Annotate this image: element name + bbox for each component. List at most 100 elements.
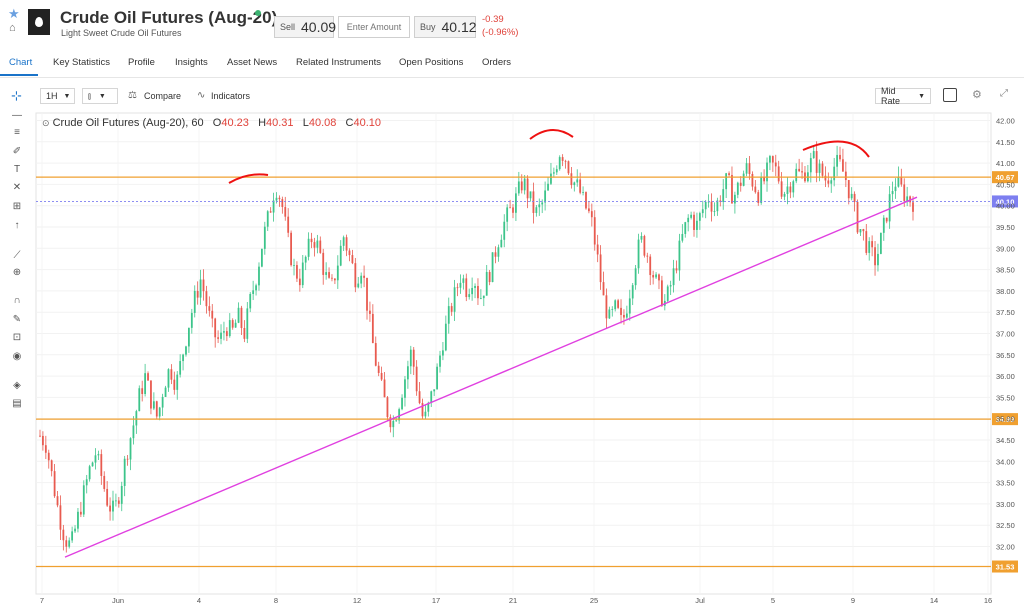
candle-body bbox=[809, 158, 812, 173]
candle-body bbox=[53, 471, 56, 497]
trash-icon[interactable]: ▤ bbox=[12, 398, 22, 409]
arrow-up-icon[interactable]: ↑ bbox=[14, 220, 20, 231]
candle-body bbox=[447, 306, 450, 324]
zoom-in-icon[interactable]: ⊕ bbox=[12, 267, 22, 278]
candle-body bbox=[377, 365, 380, 373]
indicators-icon: ∿ bbox=[197, 90, 206, 101]
candle-body bbox=[798, 168, 801, 172]
candle-body bbox=[243, 327, 246, 339]
lock-icon[interactable]: ⊡ bbox=[12, 332, 22, 343]
candle-body bbox=[509, 207, 511, 209]
settings-gear-icon[interactable]: ⚙ bbox=[972, 89, 982, 101]
market-open-dot bbox=[255, 10, 261, 16]
candle-body bbox=[853, 193, 856, 202]
candle-body bbox=[342, 237, 345, 246]
tab-open-positions[interactable]: Open Positions bbox=[399, 57, 464, 68]
brush-tool-icon[interactable]: ✐ bbox=[12, 146, 22, 157]
indicators-button[interactable]: Indicators bbox=[211, 91, 251, 101]
candle-body bbox=[439, 355, 441, 367]
candle-body bbox=[763, 176, 765, 182]
pencil-icon[interactable]: ✎ bbox=[12, 314, 22, 325]
candle-body bbox=[266, 211, 269, 227]
candle-body bbox=[561, 157, 564, 161]
y-tick-label: 41.50 bbox=[996, 138, 1015, 147]
tab-chart[interactable]: Chart bbox=[9, 57, 33, 68]
tab-related-instruments[interactable]: Related Instruments bbox=[296, 57, 382, 68]
magnet-icon[interactable]: ∩ bbox=[13, 295, 21, 306]
active-tab-indicator bbox=[0, 74, 38, 76]
amount-input[interactable] bbox=[338, 16, 410, 38]
x-tick-label: 8 bbox=[274, 596, 278, 605]
candle-body bbox=[710, 201, 713, 212]
line-tool-icon[interactable]: — bbox=[12, 110, 22, 121]
text-tool-icon[interactable]: T bbox=[13, 164, 21, 175]
candle-body bbox=[532, 191, 535, 213]
instrument-tabs: Chart Key Statistics Profile Insights As… bbox=[0, 53, 1024, 78]
candle-body bbox=[161, 396, 164, 408]
candle-body bbox=[675, 268, 678, 271]
rate-select[interactable]: Mid Rate ▼ bbox=[875, 86, 931, 106]
candle-body bbox=[144, 373, 147, 395]
candle-body bbox=[582, 192, 584, 193]
interval-select[interactable]: 1H ▼ bbox=[40, 88, 75, 104]
candle-body bbox=[354, 263, 357, 288]
candle-body bbox=[602, 282, 605, 296]
chart-type-select[interactable]: ⫾ ▼ bbox=[82, 88, 118, 104]
fib-tool-icon[interactable]: ⊞ bbox=[12, 201, 22, 212]
tab-insights[interactable]: Insights bbox=[175, 57, 208, 68]
x-tick-label: 14 bbox=[930, 596, 938, 605]
candle-body bbox=[284, 206, 287, 217]
x-tick-label: 16 bbox=[984, 596, 992, 605]
candle-body bbox=[725, 173, 728, 190]
candle-body bbox=[275, 197, 278, 201]
candle-body bbox=[491, 252, 494, 283]
buy-button[interactable]: Buy 40.12 bbox=[414, 16, 477, 38]
collapse-icon[interactable]: ⊙ bbox=[42, 118, 50, 128]
y-tick-label: 37.00 bbox=[996, 330, 1015, 339]
candle-body bbox=[336, 265, 339, 281]
candle-body bbox=[628, 298, 631, 314]
crosshair-icon[interactable]: ⊹ bbox=[11, 88, 22, 103]
candle-body bbox=[158, 407, 161, 417]
candle-body bbox=[255, 285, 257, 291]
horizontal-levels: 40.67 34.99 31.53 40.10 bbox=[36, 171, 1018, 573]
candle-body bbox=[401, 397, 403, 410]
candle-body bbox=[596, 244, 599, 255]
compare-button[interactable]: Compare bbox=[144, 91, 182, 101]
candle-body bbox=[693, 214, 695, 230]
candle-body bbox=[176, 374, 179, 390]
tab-asset-news[interactable]: Asset News bbox=[227, 57, 278, 68]
alert-icon[interactable]: ⌂ bbox=[9, 22, 16, 34]
candle-body bbox=[59, 505, 62, 530]
resistance-mark-3 bbox=[802, 140, 870, 158]
measure-tool-icon[interactable]: ⟋ bbox=[13, 250, 21, 261]
candle-body bbox=[348, 250, 351, 256]
eye-icon[interactable]: ◉ bbox=[12, 351, 22, 362]
candle-body bbox=[494, 252, 497, 257]
fullscreen-toggle-icon[interactable] bbox=[943, 88, 957, 102]
candle-body bbox=[824, 175, 827, 181]
level-price-tag bbox=[992, 171, 1018, 184]
candle-body bbox=[716, 200, 719, 212]
expand-icon[interactable]: ⤢ bbox=[1000, 88, 1008, 99]
candle-body bbox=[774, 162, 777, 167]
layers-icon[interactable]: ◈ bbox=[13, 380, 21, 391]
candle-body bbox=[112, 500, 114, 512]
tab-key-statistics[interactable]: Key Statistics bbox=[53, 57, 111, 68]
candle-body bbox=[623, 314, 625, 318]
star-icon[interactable]: ★ bbox=[8, 6, 20, 21]
tab-orders[interactable]: Orders bbox=[482, 57, 512, 68]
menu-lines-icon[interactable]: ≡ bbox=[14, 127, 20, 138]
sell-button[interactable]: Sell 40.09 bbox=[274, 16, 336, 38]
candle-body bbox=[713, 211, 716, 212]
candle-body bbox=[211, 310, 214, 319]
candle-body bbox=[879, 232, 882, 254]
candle-body bbox=[836, 154, 838, 167]
candle-body bbox=[862, 229, 865, 232]
pattern-tool-icon[interactable]: ✕ bbox=[12, 182, 22, 193]
candle-body bbox=[631, 285, 634, 299]
tab-profile[interactable]: Profile bbox=[128, 57, 155, 68]
candle-body bbox=[141, 388, 144, 395]
y-tick-label: 34.50 bbox=[996, 436, 1015, 445]
